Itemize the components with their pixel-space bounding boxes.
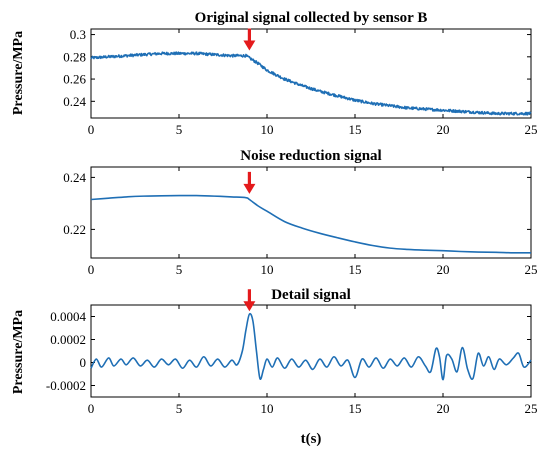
x-tick-label: 10 xyxy=(261,401,274,416)
x-tick-label: 0 xyxy=(88,262,95,277)
y-tick-label: 0.0004 xyxy=(50,309,86,324)
x-tick-label: 20 xyxy=(437,262,450,277)
panel-title: Original signal collected by sensor B xyxy=(195,10,428,26)
x-tick-label: 15 xyxy=(349,401,362,416)
y-tick-label: 0 xyxy=(80,355,87,370)
y-tick-label: 0.24 xyxy=(63,94,86,109)
axis-ticks: 0 5 10 15 20 25 0.24 0.26 0.28 0.3 xyxy=(63,27,537,137)
red-arrow-marker xyxy=(243,28,256,51)
y-tick-label: 0.3 xyxy=(70,27,86,42)
x-tick-label: 5 xyxy=(176,122,183,137)
x-tick-label: 20 xyxy=(437,401,450,416)
x-tick-label: 25 xyxy=(525,122,538,137)
x-tick-label: 20 xyxy=(437,122,450,137)
plot-frame xyxy=(90,166,532,259)
series-line xyxy=(90,51,532,116)
x-tick-label: 10 xyxy=(261,122,274,137)
red-arrow-marker xyxy=(243,289,256,312)
x-tick-label: 5 xyxy=(176,401,183,416)
x-tick-label: 15 xyxy=(349,122,362,137)
x-tick-label: 0 xyxy=(88,401,95,416)
panel-original-signal: Original signal collected by sensor B Pr… xyxy=(11,10,538,137)
x-tick-label: 0 xyxy=(88,122,95,137)
y-tick-label: 0.26 xyxy=(63,72,86,87)
y-tick-label: 0.0002 xyxy=(50,332,86,347)
plot-frame xyxy=(90,304,532,398)
panel-detail-signal: Detail signal Pressure/MPa 0 5 10 15 20 25 -0.… xyxy=(11,287,538,447)
y-axis-label: Pressure/MPa xyxy=(11,310,26,394)
plot-frame xyxy=(90,28,532,119)
panel-title: Detail signal xyxy=(271,287,351,303)
panel-title: Noise reduction signal xyxy=(240,148,381,164)
axis-ticks: 0 5 10 15 20 25 0.22 0.24 xyxy=(63,167,538,277)
red-arrow-marker xyxy=(243,171,256,194)
x-axis-label: t(s) xyxy=(301,431,322,447)
y-axis-label: Pressure/MPa xyxy=(11,31,26,115)
x-tick-label: 25 xyxy=(525,401,538,416)
x-tick-label: 25 xyxy=(525,262,538,277)
x-tick-label: 5 xyxy=(176,262,183,277)
y-tick-label: 0.22 xyxy=(63,222,86,237)
series-line xyxy=(90,312,532,381)
y-tick-label: 0.24 xyxy=(63,170,86,185)
y-tick-label: -0.0002 xyxy=(46,378,86,393)
y-tick-label: 0.28 xyxy=(63,49,86,64)
x-tick-label: 10 xyxy=(261,262,274,277)
series-line xyxy=(90,194,532,254)
panel-noise-reduction: Noise reduction signal 0 5 10 15 20 25 0.22 0.2… xyxy=(63,148,537,277)
x-tick-label: 15 xyxy=(349,262,362,277)
